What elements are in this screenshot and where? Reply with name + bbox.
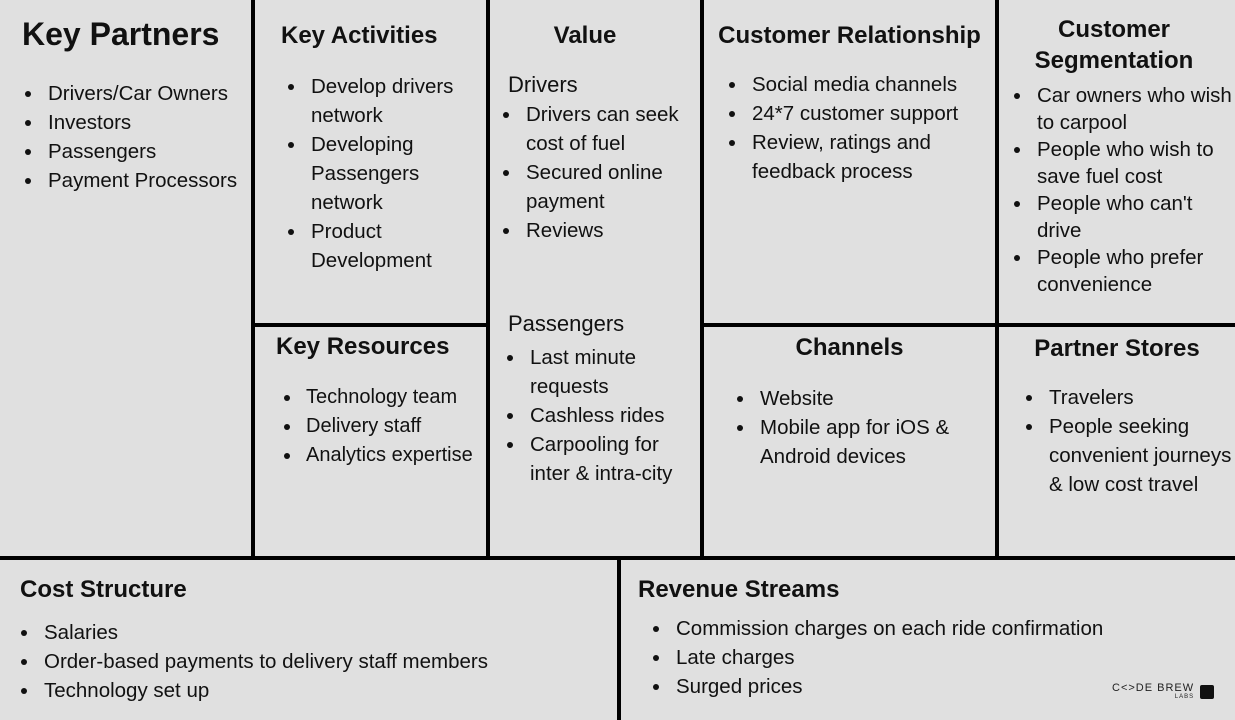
list-item: Technology set up [40,676,610,705]
list-item: People seeking convenient journeys & low… [1045,412,1235,499]
key-partners-section: Key Partners Drivers/Car Owners Investor… [22,16,252,195]
section-title: Customer Relationship [718,22,981,49]
list-item: 24*7 customer support [748,99,995,128]
key-resources-section: Key Resources Technology team Delivery s… [276,333,488,470]
list-item: Cashless rides [526,401,700,430]
list-item: Investors [44,108,252,137]
logo-subtext: LABS [1174,694,1195,700]
revenue-streams-section: Revenue Streams Commission charges on ea… [638,576,1228,701]
list-item: Passengers [44,137,252,166]
section-title: Customer Segmentation [1034,16,1194,74]
channels-section: Channels Website Mobile app for iOS & An… [704,334,995,471]
divider [251,0,255,560]
divider [995,0,999,560]
section-title: Key Activities [281,22,438,49]
list-item: Product Development [307,217,486,275]
list-item: Commission charges on each ride confirma… [672,614,1228,643]
section-title: Key Partners [22,16,220,52]
list-item: Surged prices [672,672,1228,701]
list-item: Salaries [40,618,610,647]
list-item: Carpooling for inter & intra-city [526,430,700,488]
list-item: Review, ratings and feedback process [748,128,995,186]
section-title: Key Resources [276,333,450,360]
cost-structure-section: Cost Structure Salaries Order-based paym… [20,576,610,705]
customer-segmentation-section: Customer Segmentation Car owners who wis… [1003,14,1235,298]
section-title: Value [553,22,617,49]
divider [617,558,621,720]
list-item: Mobile app for iOS & Android devices [756,413,995,471]
list-item: Analytics expertise [302,441,488,470]
list-item: Payment Processors [44,166,252,195]
divider [702,323,1235,327]
list-item: Reviews [522,216,700,245]
list-item: Travelers [1045,383,1235,412]
section-title: Revenue Streams [638,576,840,603]
list-item: Drivers can seek cost of fuel [522,100,700,158]
divider [700,0,704,560]
divider [253,323,488,327]
partner-stores-section: Partner Stores Travelers People seeking … [999,335,1235,499]
list-item: Order-based payments to delivery staff m… [40,647,610,676]
list-item: People who can't drive [1033,190,1235,244]
divider [486,0,490,560]
logo-wordmark: C<>DE BREW LABS [1112,682,1194,701]
subsection-title: Passengers [508,311,625,336]
section-title: Cost Structure [20,576,187,603]
list-item: Late charges [672,643,1228,672]
list-item: Last minute requests [526,343,700,401]
section-title: Partner Stores [1034,335,1200,362]
list-item: Drivers/Car Owners [44,79,252,108]
customer-relationship-section: Customer Relationship Social media chann… [704,22,995,186]
key-activities-section: Key Activities Develop drivers network D… [281,22,486,275]
list-item: People who wish to save fuel cost [1033,136,1235,190]
list-item: People who prefer convenience [1033,244,1235,298]
list-item: Delivery staff [302,412,488,441]
list-item: Website [756,384,995,413]
list-item: Technology team [302,383,488,412]
list-item: Social media channels [748,70,995,99]
code-brew-logo: C<>DE BREW LABS [1112,682,1215,701]
value-section: Value Drivers Drivers can seek cost of f… [490,22,700,488]
list-item: Developing Passengers network [307,130,486,217]
list-item: Secured online payment [522,158,700,216]
list-item: Develop drivers network [307,72,486,130]
coffee-cup-icon [1200,684,1215,699]
list-item: Car owners who wish to carpool [1033,82,1235,136]
logo-text: C<>DE BREW [1112,682,1195,694]
section-title: Channels [795,334,904,361]
subsection-title: Drivers [508,72,578,97]
